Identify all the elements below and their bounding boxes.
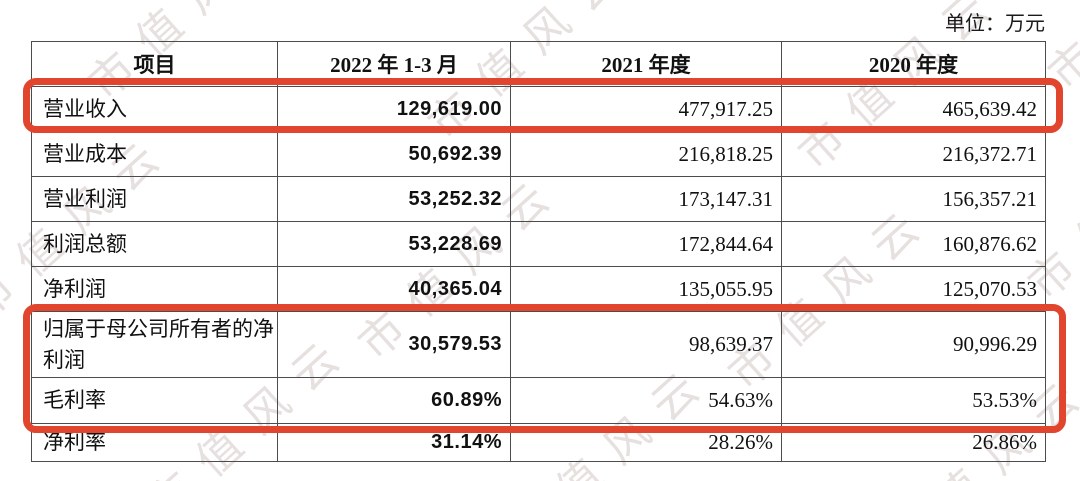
row-label: 营业收入	[31, 86, 278, 132]
value-2020: 156,357.21	[781, 176, 1046, 222]
value-2022q1: 40,365.04	[277, 266, 511, 312]
row-label: 营业利润	[31, 176, 278, 222]
value-2022q1: 31.14%	[277, 423, 511, 462]
value-2020: 125,070.53	[781, 266, 1046, 312]
table-row-gross-margin: 毛利率 60.89% 54.63% 53.53%	[31, 377, 1046, 424]
table-header-row: 项目 2022 年 1-3 月 2021 年度 2020 年度	[31, 41, 1046, 87]
col-header-item: 项目	[31, 41, 278, 87]
value-2020: 26.86%	[781, 423, 1046, 462]
value-2020: 53.53%	[781, 377, 1046, 424]
value-2020: 465,639.42	[781, 86, 1046, 132]
value-2021: 28.26%	[510, 423, 782, 462]
table-row-operating-cost: 营业成本 50,692.39 216,818.25 216,372.71	[31, 131, 1046, 177]
value-2020: 90,996.29	[781, 311, 1046, 378]
row-label: 净利润	[31, 266, 278, 312]
table-row-net-profit-attributable-to-parent: 归属于母公司所有者的净利润 30,579.53 98,639.37 90,996…	[31, 311, 1046, 378]
table-row-operating-profit: 营业利润 53,252.32 173,147.31 156,357.21	[31, 176, 1046, 222]
value-2021: 98,639.37	[510, 311, 782, 378]
value-2021: 173,147.31	[510, 176, 782, 222]
table-row-net-margin: 净利率 31.14% 28.26% 26.86%	[31, 423, 1046, 462]
col-header-2020: 2020 年度	[781, 41, 1046, 87]
value-2021: 172,844.64	[510, 221, 782, 267]
value-2020: 160,876.62	[781, 221, 1046, 267]
row-label: 归属于母公司所有者的净利润	[31, 311, 278, 378]
row-label: 营业成本	[31, 131, 278, 177]
value-2021: 135,055.95	[510, 266, 782, 312]
table-row-net-profit: 净利润 40,365.04 135,055.95 125,070.53	[31, 266, 1046, 312]
value-2021: 54.63%	[510, 377, 782, 424]
table-row-total-profit: 利润总额 53,228.69 172,844.64 160,876.62	[31, 221, 1046, 267]
value-2022q1: 53,228.69	[277, 221, 511, 267]
value-2022q1: 60.89%	[277, 377, 511, 424]
col-header-2021: 2021 年度	[510, 41, 782, 87]
table-row-operating-revenue: 营业收入 129,619.00 477,917.25 465,639.42	[31, 86, 1046, 132]
value-2022q1: 50,692.39	[277, 131, 511, 177]
value-2022q1: 30,579.53	[277, 311, 511, 378]
value-2021: 216,818.25	[510, 131, 782, 177]
value-2022q1: 53,252.32	[277, 176, 511, 222]
financial-table: 项目 2022 年 1-3 月 2021 年度 2020 年度 营业收入 129…	[31, 41, 1046, 462]
row-label: 利润总额	[31, 221, 278, 267]
value-2020: 216,372.71	[781, 131, 1046, 177]
row-label: 毛利率	[31, 377, 278, 424]
col-header-2022q1: 2022 年 1-3 月	[277, 41, 511, 87]
value-2022q1: 129,619.00	[277, 86, 511, 132]
unit-label: 单位：万元	[945, 13, 1045, 35]
value-2021: 477,917.25	[510, 86, 782, 132]
row-label: 净利率	[31, 423, 278, 462]
